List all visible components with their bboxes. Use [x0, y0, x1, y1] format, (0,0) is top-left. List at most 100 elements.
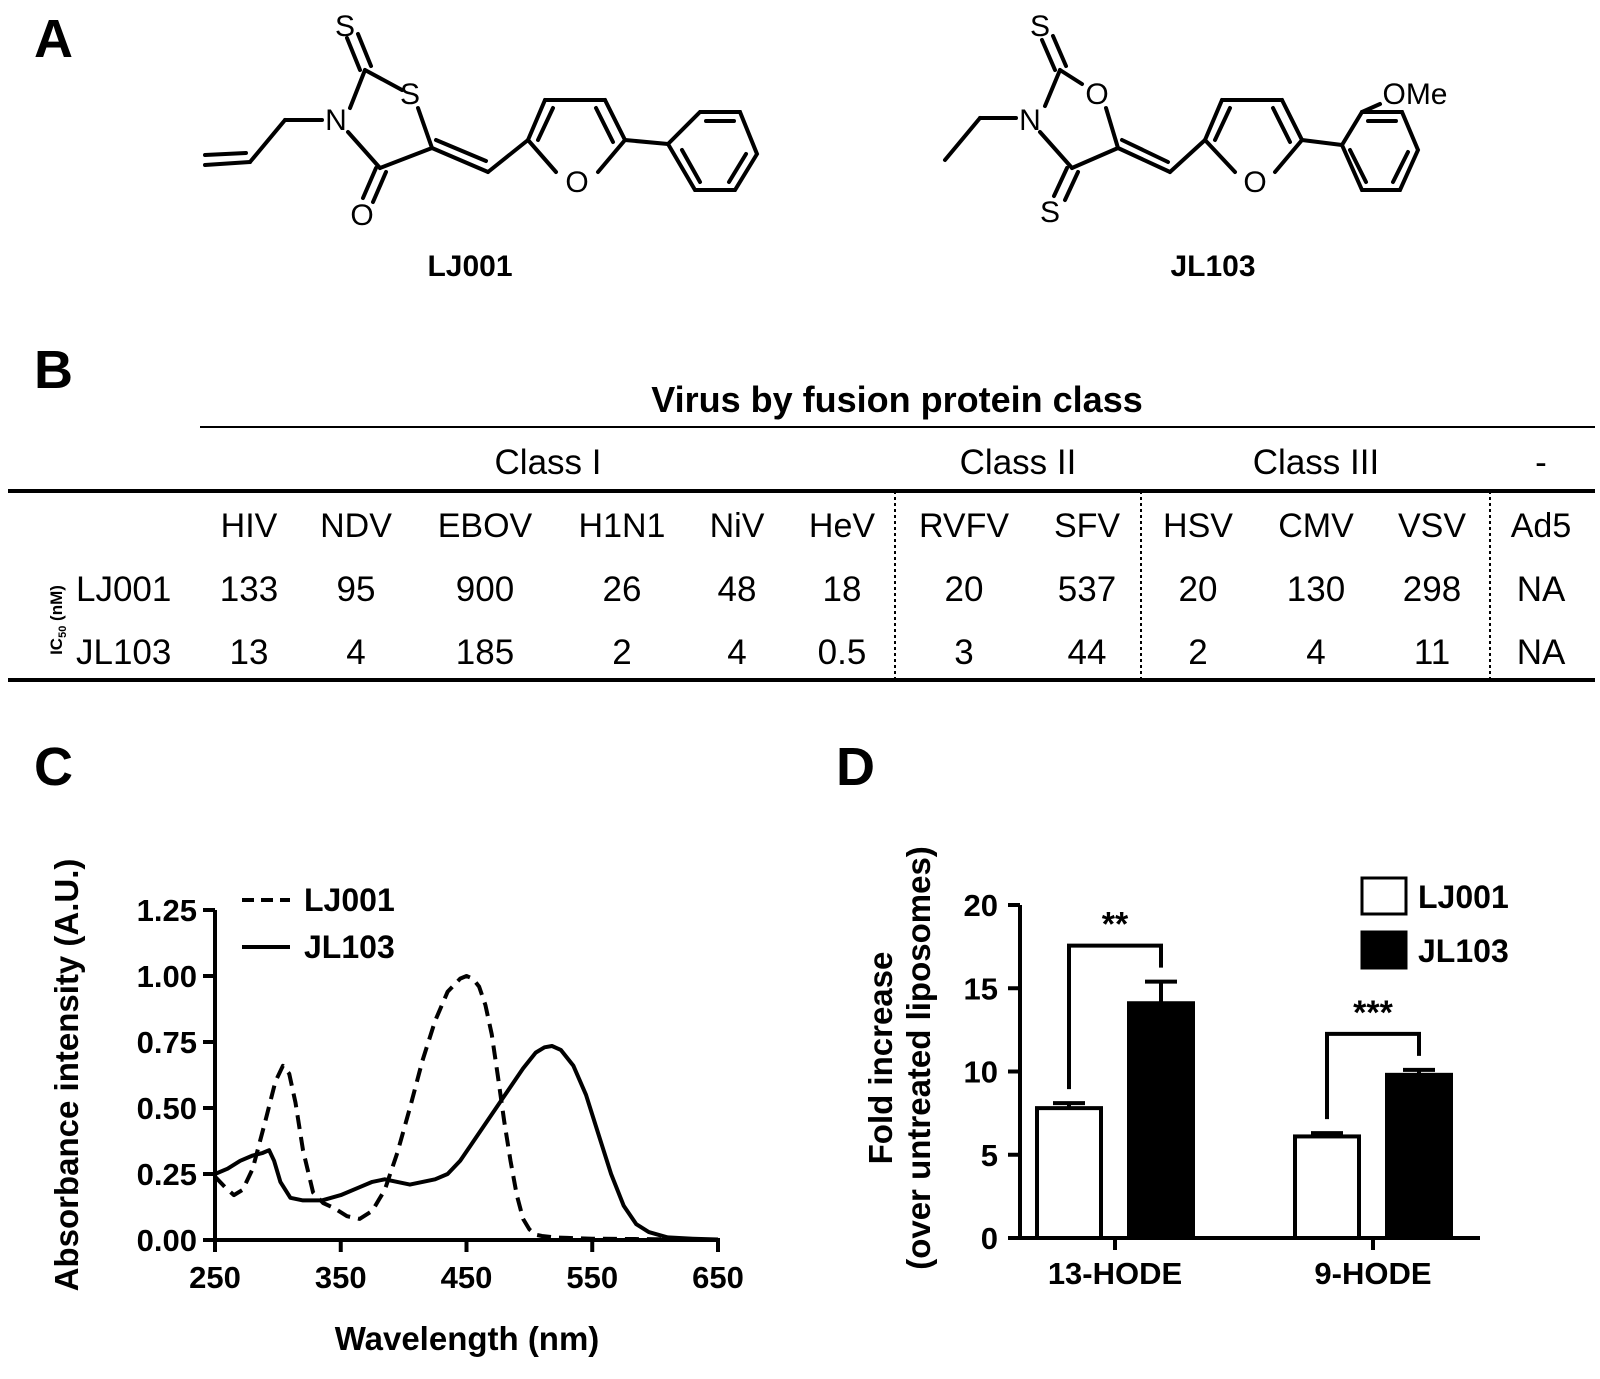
class-header: - [1535, 443, 1547, 482]
table-cell: 2 [612, 633, 631, 672]
row-label-lj001: LJ001 [76, 570, 171, 609]
x-tick-label: 350 [315, 1260, 367, 1295]
table-cell: 3 [954, 633, 973, 672]
panel-label-c: C [34, 737, 73, 797]
column-header: HSV [1163, 507, 1233, 545]
atom-n: N [1019, 104, 1041, 137]
structures-panel: S S N O O LJ001 [203, 10, 1448, 283]
column-header: NiV [710, 507, 765, 545]
bar-lj001-13-hode [1035, 1106, 1103, 1240]
legend: LJ001 JL103 [242, 882, 395, 965]
y-tick-label: 0 [981, 1221, 998, 1256]
column-header: VSV [1398, 507, 1466, 545]
y-axis-label-line1: Fold increase [862, 952, 899, 1165]
series-line-jl103 [214, 1044, 719, 1242]
y-tick-label: 0.25 [137, 1157, 197, 1192]
table-cell: 537 [1058, 570, 1116, 609]
table-cell: 133 [220, 570, 278, 609]
structure-lj001 [203, 32, 760, 204]
atom-s: S [335, 10, 355, 43]
compound-name-jl103: JL103 [1170, 250, 1255, 283]
column-header: EBOV [438, 507, 533, 545]
row-lj001: 133 95 900 26 48 18 20 537 20 130 298 NA [220, 570, 1566, 609]
panel-label-a: A [34, 9, 73, 69]
x-tick-label: 650 [692, 1260, 744, 1295]
column-header: NDV [320, 507, 392, 545]
y-tick-label: 0.50 [137, 1091, 197, 1126]
y-tick-label: 10 [964, 1055, 998, 1090]
y-axis-label-line2: (over untreated liposomes) [900, 846, 937, 1270]
absorbance-chart: 0.00 0.25 0.50 0.75 1.00 1.25 250 350 450 550 650… [48, 859, 744, 1357]
legend-label-jl103: JL103 [304, 929, 395, 965]
table-cell: 130 [1287, 570, 1345, 609]
table-cell: 900 [456, 570, 514, 609]
x-tick-label: 13-HODE [1048, 1256, 1182, 1291]
atom-s: S [1030, 10, 1050, 43]
x-axis-label: Wavelength (nm) [335, 1320, 600, 1357]
panel-label-d: D [836, 737, 875, 797]
table-cell: 4 [346, 633, 365, 672]
y-axis-label: Fold increase (over untreated liposomes) [862, 846, 937, 1270]
table-cell: 0.5 [818, 633, 867, 672]
row-axis-label: IC50 (nM) [47, 585, 69, 655]
table-cell: 4 [1306, 633, 1325, 672]
table-cell: 13 [230, 633, 269, 672]
table-cell: 2 [1188, 633, 1207, 672]
table-title: Virus by fusion protein class [651, 379, 1142, 420]
table-cell: 185 [456, 633, 514, 672]
column-header: HIV [221, 507, 278, 545]
column-header: CMV [1278, 507, 1354, 545]
legend-swatch-lj001 [1360, 876, 1408, 916]
x-tick-label: 550 [566, 1260, 618, 1295]
methoxy-label: OMe [1382, 78, 1447, 111]
significance-bracket [1067, 943, 1163, 1090]
y-tick-label: 1.25 [137, 893, 197, 928]
column-header: SFV [1054, 507, 1120, 545]
column-header: H1N1 [579, 507, 666, 545]
table-cell: 95 [337, 570, 376, 609]
bar-jl103-9-hode [1385, 1072, 1453, 1240]
atom-s: S [1040, 196, 1060, 229]
y-tick-label: 1.00 [137, 959, 197, 994]
atom-n: N [325, 104, 347, 137]
legend: LJ001 JL103 [1360, 876, 1509, 970]
legend-swatch-jl103 [1360, 930, 1408, 970]
legend-label-lj001: LJ001 [1418, 879, 1509, 915]
table-cell: 20 [1179, 570, 1218, 609]
y-tick-label: 5 [981, 1138, 998, 1173]
x-tick-label: 9-HODE [1314, 1256, 1431, 1291]
significance-bracket [1325, 1031, 1421, 1120]
table-cell: 26 [603, 570, 642, 609]
class-header: Class III [1253, 443, 1379, 482]
significance-label: *** [1353, 994, 1393, 1032]
atom-s: S [400, 78, 420, 111]
series-line-lj001 [213, 974, 719, 1242]
x-tick-label: 450 [441, 1260, 493, 1295]
row-label-jl103: JL103 [76, 633, 171, 672]
y-tick-label: 20 [964, 888, 998, 923]
structure-jl103 [943, 34, 1421, 202]
table-cell: NA [1517, 633, 1566, 672]
row-jl103: 13 4 185 2 4 0.5 3 44 2 4 11 NA [230, 633, 1566, 672]
table-cell: NA [1517, 570, 1566, 609]
atom-o: O [1085, 78, 1108, 111]
bar-jl103-13-hode [1127, 1001, 1195, 1240]
column-header: HeV [809, 507, 875, 545]
table-cell: 48 [718, 570, 757, 609]
class-header: Class II [960, 443, 1077, 482]
legend-label-lj001: LJ001 [304, 882, 395, 918]
compound-name-lj001: LJ001 [427, 250, 512, 283]
y-axis-label: Absorbance intensity (A.U.) [48, 859, 85, 1292]
atom-o: O [1243, 166, 1266, 199]
atom-o: O [565, 166, 588, 199]
table-cell: 298 [1403, 570, 1461, 609]
atom-o: O [350, 199, 373, 232]
column-header: RVFV [919, 507, 1009, 545]
table-cell: 20 [945, 570, 984, 609]
x-tick-label: 250 [189, 1260, 241, 1295]
table-cell: 18 [823, 570, 862, 609]
significance-label: ** [1102, 906, 1129, 944]
bar-lj001-9-hode [1293, 1134, 1361, 1240]
lj001-atom-labels: S S N O O [325, 10, 589, 232]
